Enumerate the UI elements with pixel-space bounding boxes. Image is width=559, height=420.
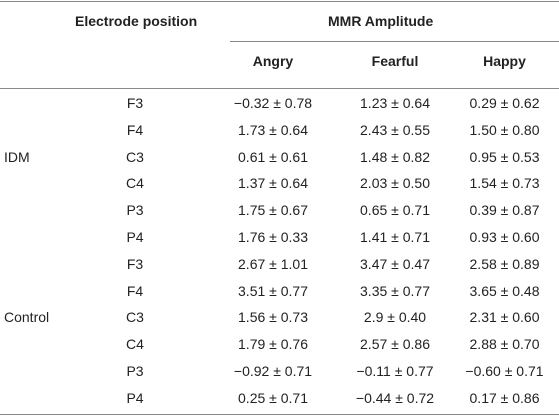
angry-cell: 0.61 ± 0.61 — [238, 148, 308, 165]
header-electrode-position: Electrode position — [75, 13, 198, 29]
angry-cell: 2.67 ± 1.01 — [238, 255, 308, 272]
happy-cell: 1.50 ± 0.80 — [469, 121, 540, 138]
angry-cell: 1.76 ± 0.33 — [238, 229, 308, 245]
happy-cell: 2.88 ± 0.70 — [469, 336, 540, 353]
electrode-position-cell: F4 — [126, 121, 144, 138]
group-label: IDM — [4, 148, 30, 165]
fearful-cell: −0.44 ± 0.72 — [355, 389, 435, 406]
happy-cell: 1.54 ± 0.73 — [469, 175, 540, 192]
header-mmr-amplitude: MMR Amplitude — [328, 13, 434, 29]
electrode-position-cell: C3 — [126, 148, 144, 165]
fearful-cell: 1.23 ± 0.64 — [360, 95, 430, 111]
happy-cell: 0.93 ± 0.60 — [469, 229, 540, 245]
fearful-cell: 0.65 ± 0.71 — [360, 202, 430, 219]
header-angry: Angry — [252, 53, 294, 69]
angry-cell: −0.32 ± 0.78 — [233, 95, 313, 111]
electrode-position-cell: P3 — [126, 202, 144, 219]
angry-cell: 1.56 ± 0.73 — [238, 309, 308, 326]
angry-cell: 1.37 ± 0.64 — [238, 175, 308, 192]
fearful-cell: −0.11 ± 0.77 — [356, 363, 434, 379]
electrode-position-cell: P4 — [126, 229, 144, 245]
angry-cell: 1.73 ± 0.64 — [238, 121, 308, 138]
fearful-cell: 2.43 ± 0.55 — [360, 121, 430, 138]
fearful-cell: 1.48 ± 0.82 — [360, 148, 430, 165]
electrode-position-cell: P4 — [126, 389, 144, 406]
happy-cell: 2.31 ± 0.60 — [469, 309, 540, 326]
fearful-cell: 3.47 ± 0.47 — [360, 255, 430, 272]
fearful-cell: 2.9 ± 0.40 — [363, 309, 427, 326]
angry-cell: 3.51 ± 0.77 — [238, 282, 308, 299]
happy-cell: 0.95 ± 0.53 — [469, 148, 540, 165]
fearful-cell: 2.03 ± 0.50 — [360, 175, 430, 192]
electrode-position-cell: C3 — [126, 309, 144, 326]
happy-cell: 0.17 ± 0.86 — [469, 389, 540, 406]
electrode-position-cell: C4 — [126, 336, 144, 353]
happy-cell: 0.39 ± 0.87 — [469, 202, 540, 219]
group-label: Control — [4, 309, 50, 326]
header-fearful: Fearful — [371, 53, 419, 69]
subheader-rule — [230, 41, 559, 42]
bottom-rule — [0, 414, 559, 415]
angry-cell: 0.25 ± 0.71 — [238, 389, 308, 406]
fearful-cell: 1.41 ± 0.71 — [360, 229, 430, 245]
electrode-position-cell: P3 — [126, 363, 144, 379]
happy-cell: −0.60 ± 0.71 — [465, 363, 544, 379]
angry-cell: 1.75 ± 0.67 — [238, 202, 308, 219]
fearful-cell: 2.57 ± 0.86 — [360, 336, 430, 353]
fearful-cell: 3.35 ± 0.77 — [360, 282, 430, 299]
happy-cell: 3.65 ± 0.48 — [469, 282, 540, 299]
happy-cell: 2.58 ± 0.89 — [469, 255, 540, 272]
top-rule — [0, 1, 559, 2]
electrode-position-cell: F3 — [126, 95, 144, 111]
electrode-position-cell: F3 — [126, 255, 144, 272]
header-bottom-rule — [0, 88, 559, 89]
angry-cell: 1.79 ± 0.76 — [238, 336, 308, 353]
angry-cell: −0.92 ± 0.71 — [233, 363, 313, 379]
header-happy: Happy — [483, 53, 526, 69]
happy-cell: 0.29 ± 0.62 — [469, 95, 540, 111]
electrode-position-cell: C4 — [126, 175, 144, 192]
electrode-position-cell: F4 — [126, 282, 144, 299]
